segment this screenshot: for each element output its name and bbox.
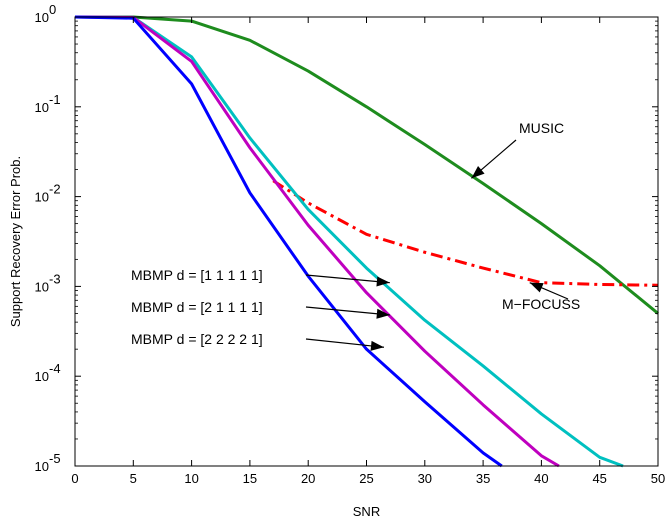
- annotation-label-m-focuss: M−FOCUSS: [502, 296, 580, 312]
- annotation-arrowhead-mbmp-d-1-1-1-1-1: [376, 276, 390, 287]
- series-line-mbmp-d-1-1-1-1-1: [74, 15, 624, 468]
- y-tick-label-exponent: -1: [49, 92, 61, 107]
- series-line-mbmp-d-2-2-2-2-1: [74, 15, 503, 468]
- x-tick-label: 40: [534, 471, 548, 486]
- series-line-mbmp-d-2-1-1-1-1: [74, 15, 560, 468]
- y-tick-label: 10: [35, 369, 49, 384]
- x-tick-label: 15: [243, 471, 257, 486]
- annotation-label-mbmp-d-2-1-1-1-1: MBMP d = [2 1 1 1 1]: [131, 299, 263, 315]
- tick-layer: 0 5 10 15 20 25 30 35 40 45 5010010-110-210-310-41…: [35, 2, 666, 486]
- annotation-layer: MUSIC M−FOCUSS MBMP d = [1 1 1 1 1] MBMP d …: [131, 120, 580, 351]
- x-tick-label: 45: [592, 471, 606, 486]
- annotation-arrow-mbmp-d-2-2-2-2-1: [305, 338, 385, 348]
- annotation-label-music: MUSIC: [519, 120, 564, 136]
- annotation-arrowhead-music: [471, 166, 485, 179]
- x-tick-label: 20: [301, 471, 315, 486]
- y-tick-label: 10: [35, 10, 49, 25]
- y-axis-label: Support Recovery Error Prob.: [8, 156, 23, 327]
- x-tick-label: 35: [476, 471, 490, 486]
- y-tick-label: 10: [35, 279, 49, 294]
- annotation-arrowhead-mbmp-d-2-2-2-2-1: [370, 340, 384, 351]
- annotation-arrowhead-m-focuss: [529, 282, 544, 293]
- x-tick-label: 5: [130, 471, 137, 486]
- annotation-arrow-mbmp-d-1-1-1-1-1: [305, 274, 390, 284]
- series-line-m-focuss: [272, 179, 659, 287]
- x-tick-label: 10: [184, 471, 198, 486]
- x-axis-label: SNR: [353, 504, 380, 519]
- annotation-arrow-mbmp-d-2-1-1-1-1: [305, 306, 390, 316]
- y-tick-label-exponent: -2: [49, 182, 61, 197]
- y-tick-label-exponent: -3: [49, 271, 61, 286]
- y-tick-label: 10: [35, 459, 49, 474]
- y-tick-label-exponent: 0: [49, 2, 56, 17]
- y-tick-label: 10: [35, 100, 49, 115]
- series-line-music: [75, 15, 659, 315]
- x-tick-label: 50: [651, 471, 665, 486]
- y-tick-label-exponent: -5: [49, 451, 61, 466]
- x-tick-label: 0: [71, 471, 78, 486]
- annotation-arrowhead-mbmp-d-2-1-1-1-1: [376, 308, 390, 319]
- series-layer: [74, 15, 659, 468]
- y-tick-label: 10: [35, 190, 49, 205]
- plot-area: [75, 17, 658, 466]
- x-tick-label: 30: [418, 471, 432, 486]
- annotation-label-mbmp-d-1-1-1-1-1: MBMP d = [1 1 1 1 1]: [131, 267, 263, 283]
- x-tick-label: 25: [359, 471, 373, 486]
- y-tick-label-exponent: -4: [49, 361, 61, 376]
- annotation-label-mbmp-d-2-2-2-2-1: MBMP d = [2 2 2 2 1]: [131, 331, 263, 347]
